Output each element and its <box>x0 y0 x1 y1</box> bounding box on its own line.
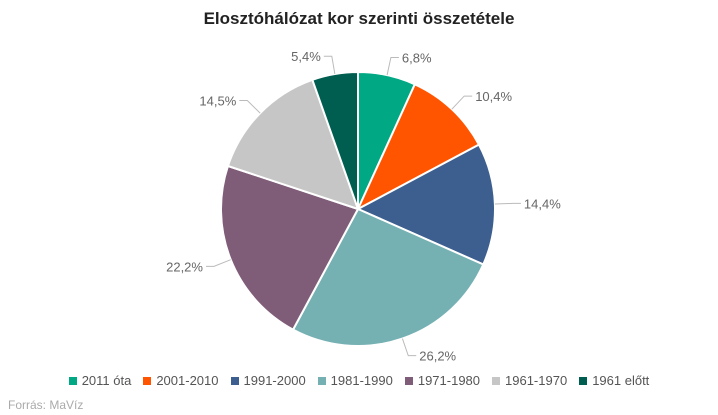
legend-swatch <box>492 376 501 385</box>
legend-item: 2001-2010 <box>143 373 219 388</box>
source-note: Forrás: MaVíz <box>8 398 84 412</box>
legend-item: 1961 előtt <box>579 373 649 388</box>
legend-label: 1981-1990 <box>330 373 393 388</box>
pie-slice <box>220 164 360 331</box>
legend-item: 1971-1980 <box>404 373 481 388</box>
data-label: 14,5% <box>199 94 236 109</box>
legend-label: 1961 előtt <box>592 373 650 388</box>
legend-item: 1961-1970 <box>492 373 567 388</box>
leader-line <box>494 202 521 205</box>
legend-label: 1991-2000 <box>243 373 306 388</box>
legend-label: 2001-2010 <box>156 373 219 388</box>
data-label: 22,2% <box>166 259 203 274</box>
pie-slice <box>355 143 496 266</box>
pie-chart: 6,8% 10,4% 14,4% 26,2% 22,2% 14,5% 5,4% <box>166 49 561 364</box>
leader-line <box>205 259 231 267</box>
leader-line <box>451 95 473 110</box>
data-label: 14,4% <box>524 196 561 211</box>
legend-item: 1991-2000 <box>230 373 306 388</box>
data-label: 6,8% <box>402 51 432 66</box>
legend-item: 2011 óta <box>68 373 132 388</box>
leader-line <box>401 338 417 357</box>
legend-swatch <box>404 376 413 385</box>
legend-item: 1981-1990 <box>317 373 393 388</box>
data-label: 26,2% <box>419 349 456 364</box>
pie-slice <box>226 78 360 211</box>
data-label: 10,4% <box>475 89 512 104</box>
chart-legend: 2011 óta 2001-2010 1991-2000 1981-1990 1971-… <box>0 373 718 388</box>
leader-line <box>323 55 336 75</box>
legend-swatch <box>317 376 326 385</box>
legend-swatch <box>143 376 152 385</box>
legend-label: 2011 óta <box>81 373 132 388</box>
pie-slice <box>311 70 359 210</box>
legend-swatch <box>68 376 77 385</box>
legend-label: 1961-1970 <box>505 373 568 388</box>
legend-swatch <box>579 376 588 385</box>
legend-swatch <box>230 376 239 385</box>
legend-label: 1971-1980 <box>417 373 481 388</box>
leader-line <box>386 57 399 76</box>
chart-title: Elosztóhálózat kor szerinti összetétele <box>203 9 515 28</box>
leader-line <box>239 100 261 114</box>
data-label: 5,4% <box>291 49 321 64</box>
